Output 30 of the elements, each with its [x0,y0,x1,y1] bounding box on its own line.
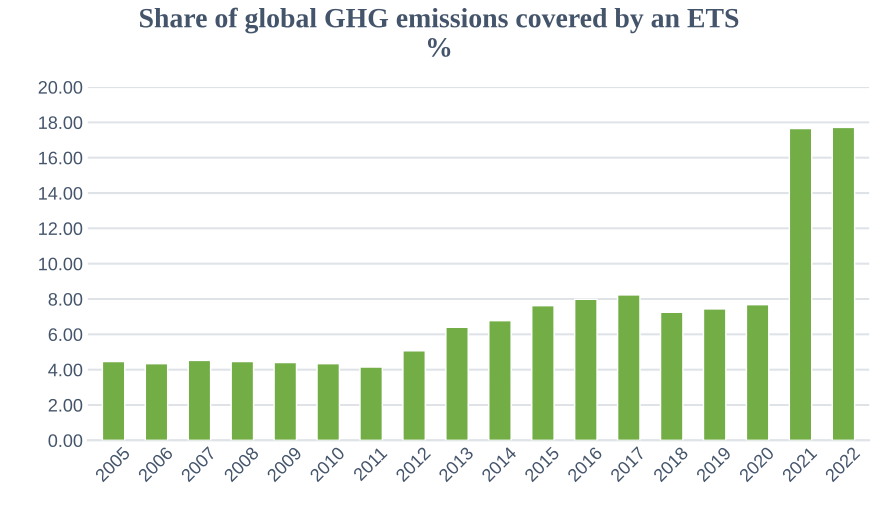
chart-title: Share of global GHG emissions covered by an ETS % [140,8,738,57]
y-tick-label: 2.00 [48,398,82,412]
y-tick-label: 10.00 [39,258,82,270]
bar [230,360,254,440]
y-tick-label: 20.00 [38,80,82,94]
bar [144,362,168,440]
bar [359,366,384,440]
y-tick-label: 4.00 [48,364,82,376]
y-tick-label: 12.00 [39,222,82,236]
y-tick-label: 14.00 [39,186,82,200]
y-tick-label: 0.00 [48,434,82,448]
bar [702,308,727,440]
bar [488,320,512,440]
y-tick-label: 16.00 [39,152,82,164]
bar [273,362,298,440]
bar [832,126,856,440]
y-tick-label: 18.00 [39,116,82,130]
bar [402,350,426,440]
bar [102,360,126,440]
bar [746,304,770,440]
bar [574,298,598,440]
bar [531,305,555,440]
y-tick-label: 6.00 [48,328,82,342]
y-tick-label: 8.00 [48,292,82,306]
bar [316,362,340,440]
bar [188,360,212,440]
bar [445,326,469,440]
bar [660,312,684,440]
bar [788,128,812,440]
bar [616,294,641,440]
